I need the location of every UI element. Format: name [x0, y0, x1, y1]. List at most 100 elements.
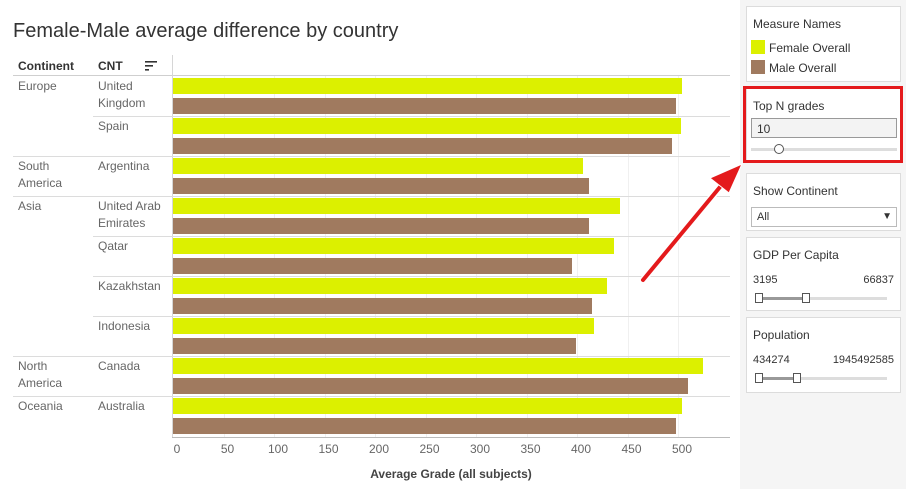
row-divider: [93, 236, 730, 237]
country-label[interactable]: Argentina: [98, 159, 150, 173]
chart-sheet: Female-Male average difference by countr…: [13, 20, 730, 481]
top-n-title: Top N grades: [753, 99, 825, 113]
header-divider: [13, 75, 173, 76]
legend-panel: Measure Names Female Overall Male Overal…: [746, 6, 901, 82]
population-min-value: 434274: [753, 354, 790, 366]
population-slider-track[interactable]: [757, 377, 887, 380]
bar-female[interactable]: [173, 238, 615, 254]
gridline: [425, 76, 427, 437]
legend-label-male[interactable]: Male Overall: [769, 61, 837, 75]
x-tick-label: 50: [220, 442, 235, 456]
country-label[interactable]: Spain: [98, 119, 129, 133]
country-column-header[interactable]: CNT: [98, 59, 123, 73]
population-max-handle[interactable]: [793, 373, 802, 383]
x-tick-label: 150: [318, 442, 339, 456]
population-max-value: 1945492585: [832, 354, 894, 366]
population-panel: Population 434274 1945492585: [746, 317, 901, 393]
country-label[interactable]: Canada: [98, 359, 141, 373]
continent-label[interactable]: North America: [18, 359, 63, 390]
top-n-slider-handle[interactable]: [773, 144, 784, 154]
plot-left-border: [172, 55, 173, 438]
continent-label[interactable]: Asia: [18, 199, 42, 213]
x-tick-label: 450: [621, 442, 642, 456]
x-tick-label: 500: [671, 442, 693, 456]
plot-top-border: [173, 75, 730, 76]
sort-descending-icon[interactable]: [144, 59, 158, 73]
top-n-slider-track[interactable]: [751, 148, 897, 151]
bar-female[interactable]: [173, 278, 608, 294]
bar-female[interactable]: [173, 78, 683, 94]
legend-title: Measure Names: [753, 17, 842, 31]
country-label[interactable]: Kazakhstan: [98, 279, 161, 293]
continent-label[interactable]: Europe: [18, 79, 57, 93]
bar-male[interactable]: [173, 298, 593, 314]
bar-male[interactable]: [173, 418, 676, 434]
bar-female[interactable]: [173, 158, 584, 174]
bar-female[interactable]: [173, 358, 704, 374]
continent-panel: Show Continent All ▼: [746, 173, 901, 231]
row-divider: [13, 196, 730, 197]
bar-female[interactable]: [173, 198, 621, 214]
legend-swatch-male[interactable]: [751, 60, 765, 74]
x-tick-label: 200: [368, 442, 390, 456]
legend-swatch-female[interactable]: [751, 40, 765, 54]
row-divider: [13, 156, 730, 157]
x-tick-label: 400: [570, 442, 592, 456]
bar-male[interactable]: [173, 98, 676, 114]
x-tick-label: 250: [419, 442, 440, 456]
gridline: [324, 76, 326, 437]
population-title: Population: [753, 328, 810, 342]
gdp-title: GDP Per Capita: [753, 248, 839, 262]
gridline: [577, 76, 578, 437]
gdp-max-value: 66837: [863, 274, 894, 286]
bar-male[interactable]: [173, 258, 572, 274]
gdp-min-handle[interactable]: [755, 293, 763, 303]
bar-female[interactable]: [173, 118, 682, 134]
top-n-input[interactable]: 10: [751, 118, 897, 138]
row-divider: [93, 276, 730, 277]
top-n-panel: Top N grades 10: [746, 88, 901, 161]
continent-label[interactable]: Oceania: [18, 399, 63, 413]
chevron-down-icon[interactable]: ▼: [882, 211, 892, 222]
country-label[interactable]: United Arab Emirates: [98, 199, 161, 230]
x-axis-line: [172, 437, 730, 438]
gdp-max-handle[interactable]: [802, 293, 811, 303]
bar-male[interactable]: [173, 138, 672, 154]
continent-column-header[interactable]: Continent: [18, 59, 74, 73]
population-slider-range: [757, 377, 798, 380]
bar-male[interactable]: [173, 178, 590, 194]
legend-label-female[interactable]: Female Overall: [769, 41, 851, 55]
row-divider: [93, 316, 730, 317]
bar-female[interactable]: [173, 398, 683, 414]
x-tick-label: 0: [173, 442, 181, 456]
country-label[interactable]: United Kingdom: [98, 79, 146, 110]
gdp-panel: GDP Per Capita 3195 66837: [746, 237, 901, 311]
row-divider: [93, 116, 730, 117]
bar-male[interactable]: [173, 338, 576, 354]
gridline: [627, 76, 629, 437]
chart-title: Female-Male average difference by countr…: [13, 20, 399, 42]
gdp-slider-range: [757, 297, 807, 300]
bar-male[interactable]: [173, 378, 689, 394]
x-axis-title: Average Grade (all subjects): [370, 467, 532, 481]
gdp-slider-track[interactable]: [757, 297, 887, 300]
country-label[interactable]: Qatar: [98, 239, 129, 253]
x-tick-label: 300: [469, 442, 491, 456]
country-label[interactable]: Australia: [98, 399, 145, 413]
gridline: [476, 76, 477, 437]
row-divider: [13, 396, 730, 397]
population-min-handle[interactable]: [755, 373, 763, 383]
x-tick-label: 350: [520, 442, 541, 456]
continent-label[interactable]: South America: [18, 159, 63, 190]
gdp-min-value: 3195: [753, 274, 778, 286]
x-tick-label: 100: [267, 442, 289, 456]
continent-selected-value: All: [757, 211, 770, 223]
gridline: [375, 76, 376, 437]
gridline: [274, 76, 275, 437]
bar-female[interactable]: [173, 318, 595, 334]
continent-select[interactable]: All ▼: [751, 207, 897, 227]
country-label[interactable]: Indonesia: [98, 319, 151, 333]
highlight-box: [743, 86, 903, 163]
bar-male[interactable]: [173, 218, 590, 234]
continent-title: Show Continent: [753, 184, 838, 198]
